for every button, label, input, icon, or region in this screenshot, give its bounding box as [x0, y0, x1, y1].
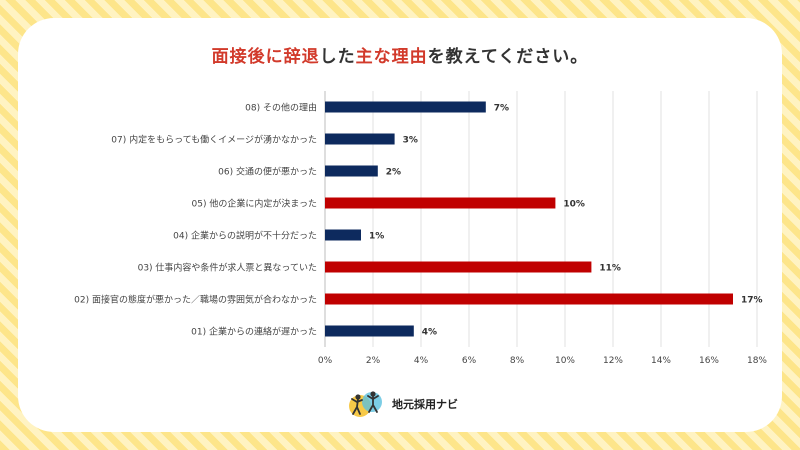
data-label: 10%	[563, 200, 585, 210]
x-tick-label: 18%	[747, 356, 767, 366]
chart-title: 面接後に辞退した主な理由を教えてください。	[0, 42, 800, 67]
bar	[325, 261, 592, 273]
x-tick-label: 8%	[510, 356, 525, 366]
title-highlight-2: 主な理由	[355, 47, 428, 67]
category-label: 04) 企業からの説明が不十分だった	[173, 230, 317, 242]
data-label: 2%	[386, 168, 401, 178]
title-text-2: を教えてください。	[427, 47, 589, 67]
logo: 地元採用ナビ	[346, 388, 458, 420]
x-tick-label: 2%	[366, 356, 381, 366]
category-label: 02) 面接官の態度が悪かった／職場の雰囲気が合わなかった	[74, 294, 317, 306]
bar	[325, 325, 414, 337]
bar	[325, 197, 556, 209]
jumping-people-icon	[346, 388, 386, 420]
x-tick-label: 6%	[462, 356, 477, 366]
category-label: 03) 仕事内容や条件が求人票と異なっていた	[138, 262, 317, 274]
data-label: 17%	[741, 296, 763, 306]
category-label: 01) 企業からの連絡が遅かった	[191, 326, 317, 338]
bar	[325, 101, 486, 113]
title-highlight-1: 面接後に辞退	[211, 47, 320, 67]
bar	[325, 165, 378, 177]
data-label: 4%	[422, 328, 437, 338]
x-tick-label: 12%	[603, 356, 623, 366]
logo-text: 地元採用ナビ	[392, 398, 458, 411]
category-label: 05) 他の企業に内定が決まった	[192, 198, 317, 210]
category-label: 07) 内定をもらっても働くイメージが湧かなかった	[111, 134, 317, 146]
data-label: 11%	[599, 264, 621, 274]
x-tick-label: 16%	[699, 356, 719, 366]
x-tick-label: 0%	[318, 356, 333, 366]
data-label: 1%	[369, 232, 384, 242]
category-label: 08) その他の理由	[245, 102, 317, 114]
x-tick-label: 4%	[414, 356, 429, 366]
data-label: 7%	[494, 104, 509, 114]
chart-card	[18, 18, 782, 432]
bar	[325, 293, 733, 305]
data-label: 3%	[403, 136, 418, 146]
category-label: 06) 交通の便が悪かった	[218, 166, 317, 178]
x-tick-label: 10%	[555, 356, 575, 366]
bar	[325, 229, 361, 241]
title-text-1: した	[319, 47, 356, 67]
x-tick-label: 14%	[651, 356, 671, 366]
bar	[325, 133, 395, 145]
